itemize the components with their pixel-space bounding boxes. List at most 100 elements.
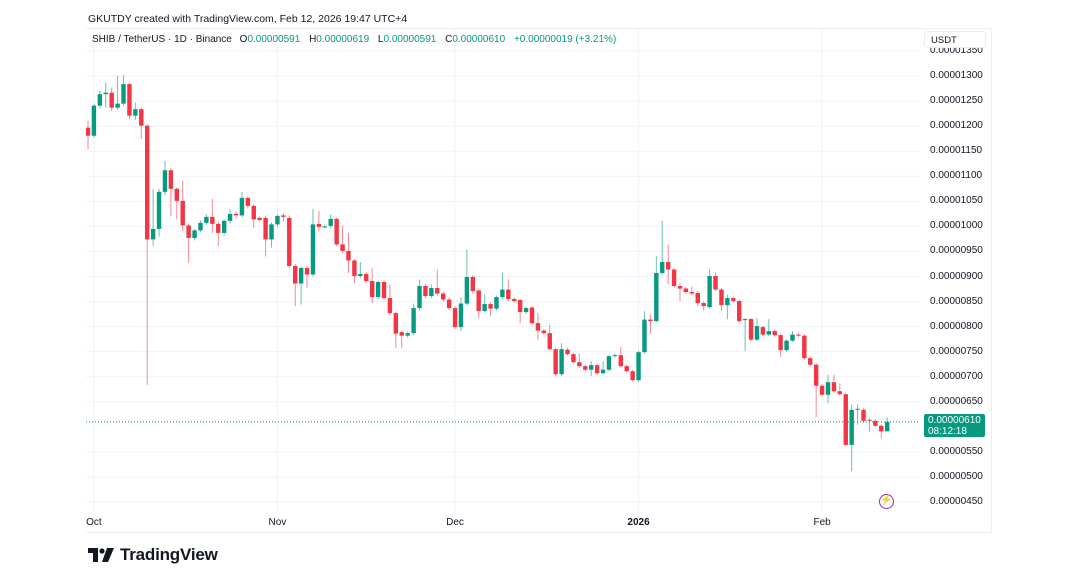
candle-body-up — [162, 170, 168, 192]
candle-body-down — [180, 200, 185, 226]
candle-body-up — [642, 319, 647, 353]
chart-credit: GKUTDY created with TradingView.com, Feb… — [88, 13, 408, 25]
candle-body-down — [399, 332, 404, 336]
current-price-label: 0.00000610 08:12:18 — [924, 413, 985, 437]
candle-body-down — [571, 354, 576, 363]
candle-body-down — [737, 301, 742, 322]
candle-body-down — [547, 333, 552, 350]
candle-body-down — [139, 109, 144, 126]
chart-frame — [86, 28, 992, 533]
candle-body-down — [671, 269, 677, 287]
candle-body-up — [559, 349, 564, 375]
price-tick-label: 0.00000550 — [930, 445, 983, 457]
price-tick-label: 0.00000950 — [930, 245, 983, 257]
candle-body-down — [778, 335, 783, 351]
time-tick-label: Nov — [268, 517, 287, 528]
price-tick-label: 0.00000800 — [930, 320, 983, 332]
lightning-icon[interactable]: ⚡ — [879, 494, 894, 509]
candle-body-up — [91, 105, 97, 136]
candle-body-down — [263, 217, 268, 240]
candle-body-down — [796, 334, 801, 336]
candle-body-down — [393, 313, 399, 334]
time-tick-label: Feb — [813, 517, 831, 528]
price-tick-label: 0.00001100 — [930, 170, 983, 182]
candle-body-up — [328, 218, 333, 226]
open-value: 0.00000591 — [247, 34, 301, 45]
candle-body-up — [707, 276, 712, 308]
candle-body-down — [577, 362, 582, 367]
candle-body-up — [322, 226, 327, 228]
candle-body-down — [512, 299, 517, 302]
candle-body-down — [86, 127, 91, 136]
candle-body-down — [364, 274, 369, 282]
candle-body-down — [867, 419, 872, 421]
candle-body-up — [204, 216, 209, 223]
close-label: C — [445, 34, 453, 45]
candle-body-down — [695, 293, 700, 304]
candle-body-up — [358, 274, 363, 277]
candle-body-down — [441, 293, 446, 300]
candle-body-down — [713, 276, 718, 290]
candle-body-down — [316, 223, 322, 227]
candle-body-down — [168, 170, 174, 189]
candle-body-down — [369, 281, 375, 298]
price-tick-label: 0.00000900 — [930, 270, 983, 282]
symbol-label[interactable]: SHIB / TetherUS · 1D · Binance — [92, 34, 232, 45]
candle-body-down — [387, 298, 393, 314]
candle-body-down — [127, 84, 132, 116]
brand-name: TradingView — [120, 545, 218, 564]
candle-body-down — [701, 303, 706, 307]
candle-body-down — [879, 425, 884, 432]
candle-body-up — [494, 297, 499, 309]
price-tick-label: 0.00001300 — [930, 70, 983, 82]
candle-body-up — [790, 334, 795, 341]
candle-body-up — [405, 333, 410, 336]
candle-body-down — [648, 319, 653, 322]
candle-body-down — [109, 92, 114, 108]
candle-body-down — [446, 299, 452, 309]
candle-body-up — [227, 213, 233, 221]
currency-unit-button[interactable]: USDT — [924, 31, 986, 48]
candle-body-down — [334, 218, 339, 245]
candle-body-up — [482, 304, 487, 312]
price-tick-label: 0.00001350 — [930, 45, 983, 57]
candle-body-up — [855, 408, 860, 410]
price-tick-label: 0.00001200 — [930, 120, 983, 132]
candle-body-up — [97, 94, 103, 106]
candle-body-down — [719, 289, 724, 306]
candle-body-up — [825, 382, 831, 395]
candle-body-up — [429, 288, 434, 297]
candle-body-down — [618, 355, 623, 367]
candle-body-down — [535, 323, 541, 331]
time-tick-label: 2026 — [627, 517, 650, 528]
tradingview-logo-icon — [88, 548, 114, 562]
candlestick-chart[interactable] — [86, 29, 920, 512]
candle-body-up — [754, 326, 760, 340]
candle-body-down — [565, 349, 570, 355]
candle-body-down — [624, 366, 629, 372]
candle-body-down — [683, 288, 689, 293]
candle-body-up — [600, 369, 606, 374]
price-tick-label: 0.00001000 — [930, 220, 983, 232]
candle-body-down — [837, 391, 843, 395]
candle-body-down — [772, 331, 777, 336]
candle-body-up — [375, 282, 381, 298]
candle-body-up — [784, 340, 789, 351]
candle-body-up — [612, 355, 618, 357]
candle-body-down — [541, 330, 547, 334]
candle-body-down — [760, 327, 766, 335]
candle-body-up — [192, 230, 197, 238]
candle-body-down — [506, 289, 511, 300]
candle-body-down — [517, 300, 523, 313]
price-tick-label: 0.00000450 — [930, 495, 983, 507]
candle-body-up — [636, 352, 641, 381]
candle-body-up — [239, 197, 245, 216]
candle-body-down — [583, 366, 588, 370]
price-tick-label: 0.00000750 — [930, 345, 983, 357]
candle-body-down — [630, 371, 635, 381]
candle-body-down — [529, 307, 535, 324]
low-label: L — [377, 34, 384, 45]
price-tick-label: 0.00001250 — [930, 95, 983, 107]
candle-body-up — [198, 222, 203, 231]
candle-body-up — [660, 261, 665, 274]
